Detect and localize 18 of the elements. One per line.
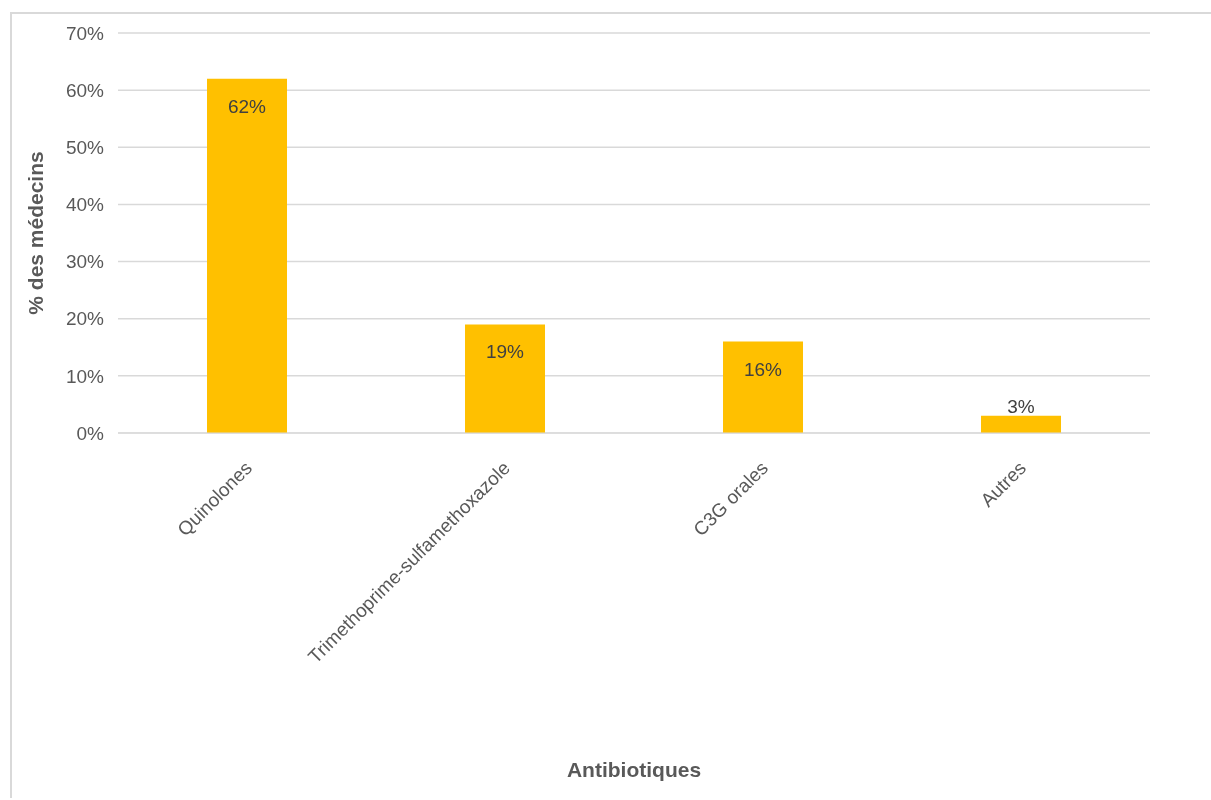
x-axis-title: Antibiotiques (566, 758, 702, 781)
y-tick-label: 20% (65, 308, 105, 330)
y-axis-title: % des médecins (24, 151, 48, 315)
y-tick-label: 60% (65, 79, 105, 101)
bar (207, 78, 288, 433)
bar (981, 415, 1062, 433)
data-label: 16% (743, 358, 783, 380)
y-tick-label: 40% (65, 194, 105, 216)
y-tick-label: 0% (76, 422, 105, 444)
bar (723, 341, 804, 433)
data-label: 3% (1007, 395, 1035, 417)
data-label: 19% (485, 341, 525, 363)
y-tick-label: 70% (65, 22, 105, 44)
y-tick-label: 10% (65, 365, 105, 387)
data-label: 62% (227, 95, 267, 117)
y-tick-label: 50% (65, 137, 105, 159)
bar (465, 324, 546, 433)
y-tick-label: 30% (65, 251, 105, 273)
